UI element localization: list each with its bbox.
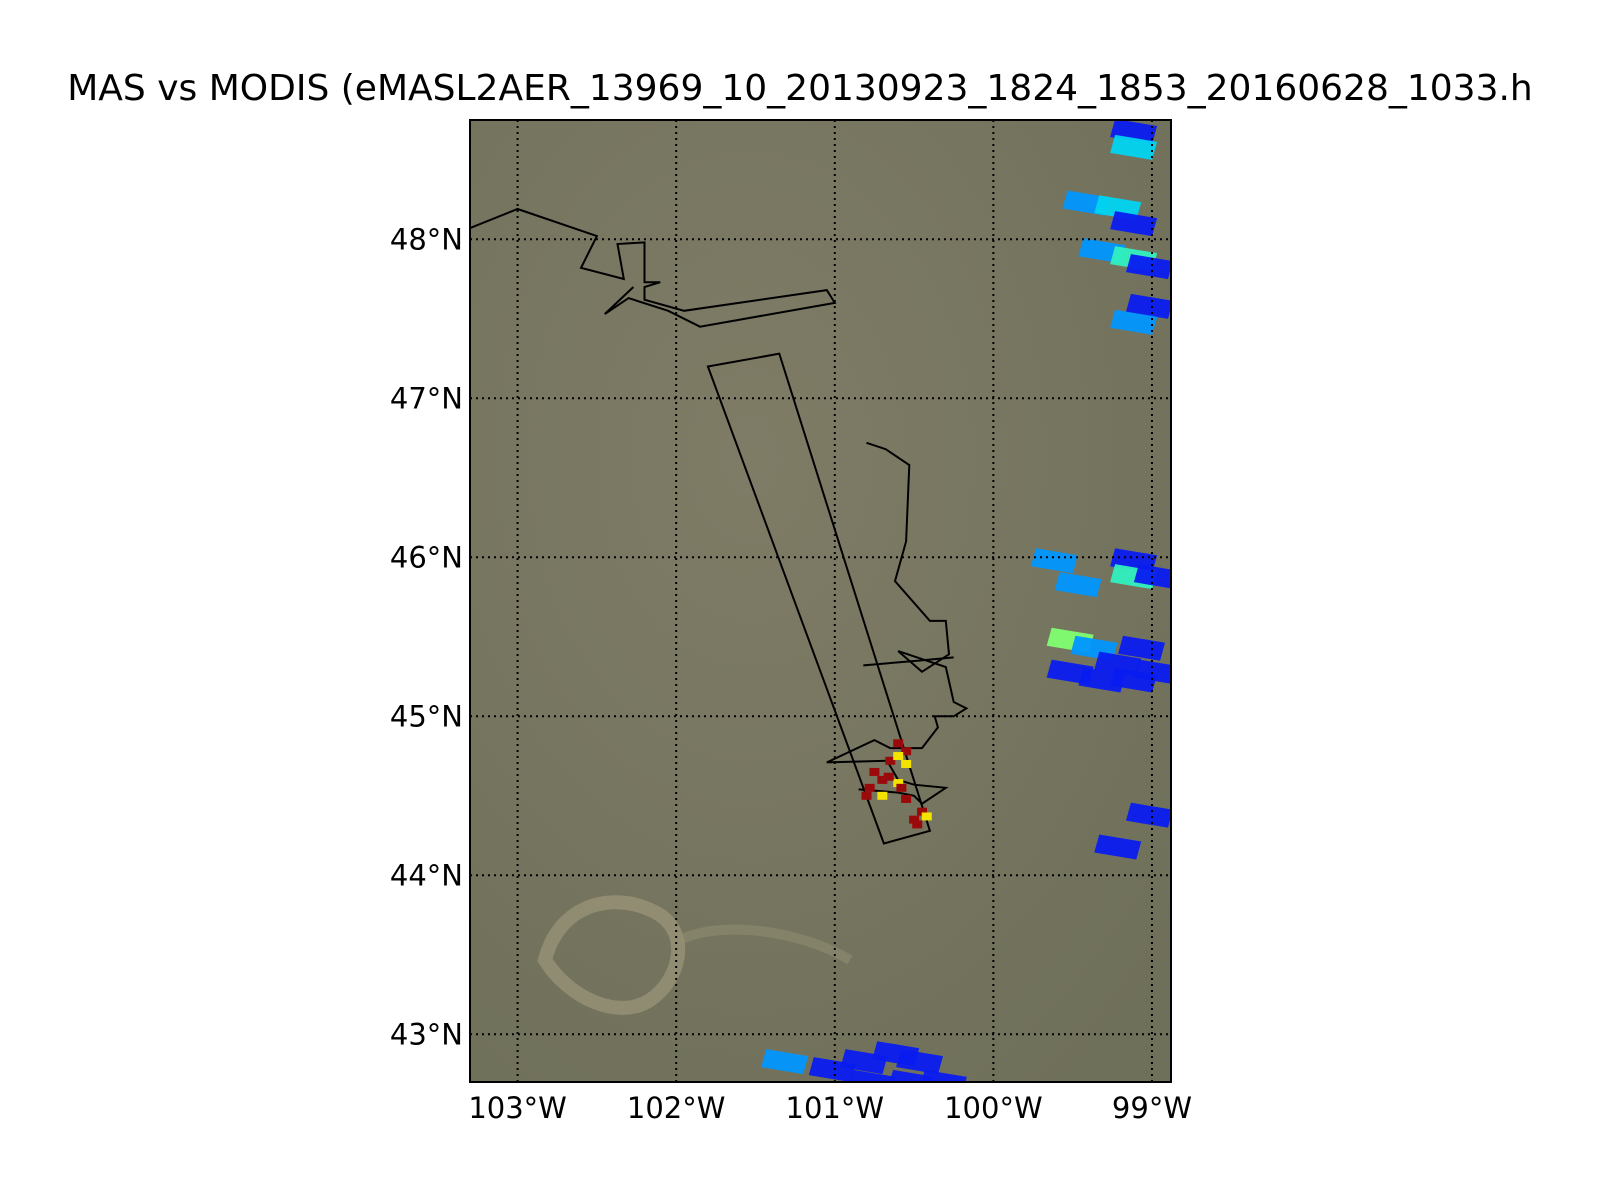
lon-tick-label: 99°W (1112, 1091, 1192, 1125)
emas-swath-outline (706, 352, 932, 845)
modis-cells-layer (761, 120, 1171, 1082)
boundaries-layer (470, 207, 969, 845)
modis-aod-cell (1110, 211, 1158, 237)
fire-pixel (893, 779, 904, 788)
fire-pixel (864, 783, 875, 792)
fire-pixel (877, 775, 888, 784)
lon-tick-label: 102°W (627, 1091, 726, 1125)
boundary-spur-line (863, 656, 954, 667)
fire-pixel (901, 794, 912, 803)
modis-aod-cell (1133, 659, 1171, 684)
modis-aod-cell (896, 1049, 944, 1075)
map-frame (469, 119, 1172, 1083)
basemap-terrain (470, 120, 1171, 1082)
axis-labels: 43°N 44°N 45°N 46°N 47°N 48°N 103°W 102°W 101°W 1… (390, 222, 1192, 1125)
fire-pixel (917, 807, 928, 816)
basemap-light-ridge (537, 895, 685, 1015)
modis-aod-cell (1118, 635, 1166, 661)
fire-pixel (912, 820, 923, 829)
boundary-river-line (826, 441, 969, 805)
lat-tick-label: 44°N (390, 858, 463, 892)
modis-aod-cell (1110, 309, 1158, 335)
fire-pixel (861, 791, 872, 800)
modis-aod-cell (850, 1069, 896, 1082)
fire-pixel (901, 747, 912, 756)
modis-aod-cell (1125, 293, 1171, 319)
fire-pixel (885, 756, 896, 765)
fire-pixel (883, 772, 894, 781)
lat-tick-label: 43°N (390, 1017, 463, 1051)
fire-pixel (909, 815, 920, 824)
modis-aod-cell (1030, 548, 1078, 574)
basemap-light-ridge (677, 924, 853, 965)
modis-aod-cell (1125, 254, 1171, 280)
lat-tick-label: 47°N (390, 381, 463, 415)
boundary-north-line (470, 207, 837, 328)
map-plot-area (470, 120, 1171, 1082)
map-title: MAS vs MODIS (eMASL2AER_13969_10_2013092… (67, 68, 1533, 109)
lon-tick-label: 101°W (786, 1091, 885, 1125)
lat-tick-label: 46°N (390, 540, 463, 574)
fire-pixel (901, 759, 912, 768)
fire-pixel (877, 791, 888, 800)
fire-pixel (869, 767, 880, 776)
fire-pixel (896, 783, 907, 792)
modis-aod-cell (1054, 572, 1102, 598)
modis-aod-cell (1046, 659, 1094, 685)
modis-aod-cell (761, 1049, 809, 1075)
modis-aod-cell (921, 1069, 967, 1082)
fire-pixel (893, 752, 904, 761)
modis-aod-cell (1110, 134, 1158, 160)
fire-pixel (921, 812, 932, 821)
graticule (470, 120, 1171, 1082)
lat-tick-label: 45°N (390, 699, 463, 733)
lon-tick-label: 100°W (944, 1091, 1043, 1125)
fire-pixel (893, 739, 904, 748)
lat-tick-label: 48°N (390, 222, 463, 256)
modis-aod-cell (1094, 834, 1142, 860)
modis-aod-cell (1125, 802, 1171, 828)
emas-fire-pixels (861, 739, 932, 829)
lon-tick-label: 103°W (468, 1091, 567, 1125)
